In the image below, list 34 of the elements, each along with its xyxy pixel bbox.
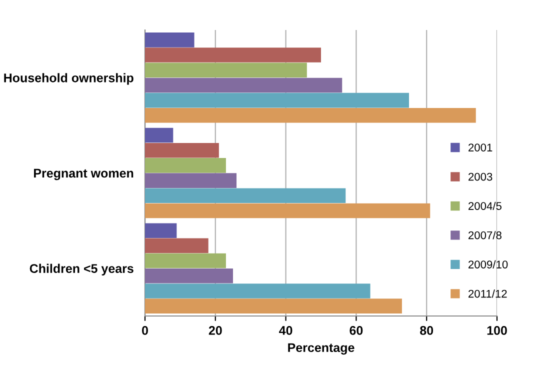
bar	[145, 62, 307, 78]
bar	[145, 284, 370, 298]
bar	[145, 158, 226, 173]
bar	[145, 253, 226, 268]
bar	[145, 142, 219, 158]
x-tick-label: 100	[487, 326, 507, 335]
y-tick-label: Household ownership	[4, 73, 134, 85]
x-tick-label: 60	[350, 326, 363, 335]
bar	[145, 268, 233, 284]
x-axis-title: Percentage	[288, 343, 354, 355]
bar	[145, 223, 177, 238]
legend-label: 2003	[468, 172, 492, 181]
bar	[145, 48, 321, 62]
x-tick-label: 0	[142, 326, 148, 335]
y-tick-label: Pregnant women	[34, 168, 134, 180]
x-tick-label: 20	[208, 326, 222, 335]
bar	[145, 238, 208, 254]
bar	[145, 108, 476, 123]
y-tick-label: Children <5 years	[30, 264, 134, 276]
legend-label: 2004/5	[468, 202, 502, 210]
legend-label: 2007/8	[468, 231, 502, 240]
bar	[145, 173, 237, 188]
bar	[145, 203, 430, 218]
bar	[145, 78, 342, 93]
bar	[145, 92, 409, 108]
x-tick-label: 40	[279, 326, 292, 335]
bar	[145, 32, 194, 48]
legend-label: 2011/12	[468, 290, 507, 298]
bar	[145, 298, 402, 314]
bar	[145, 128, 174, 143]
x-tick-label: 80	[420, 326, 434, 335]
legend-label: 2001	[468, 144, 492, 152]
legend-label: 2009/10	[468, 260, 508, 268]
bar	[145, 188, 346, 204]
